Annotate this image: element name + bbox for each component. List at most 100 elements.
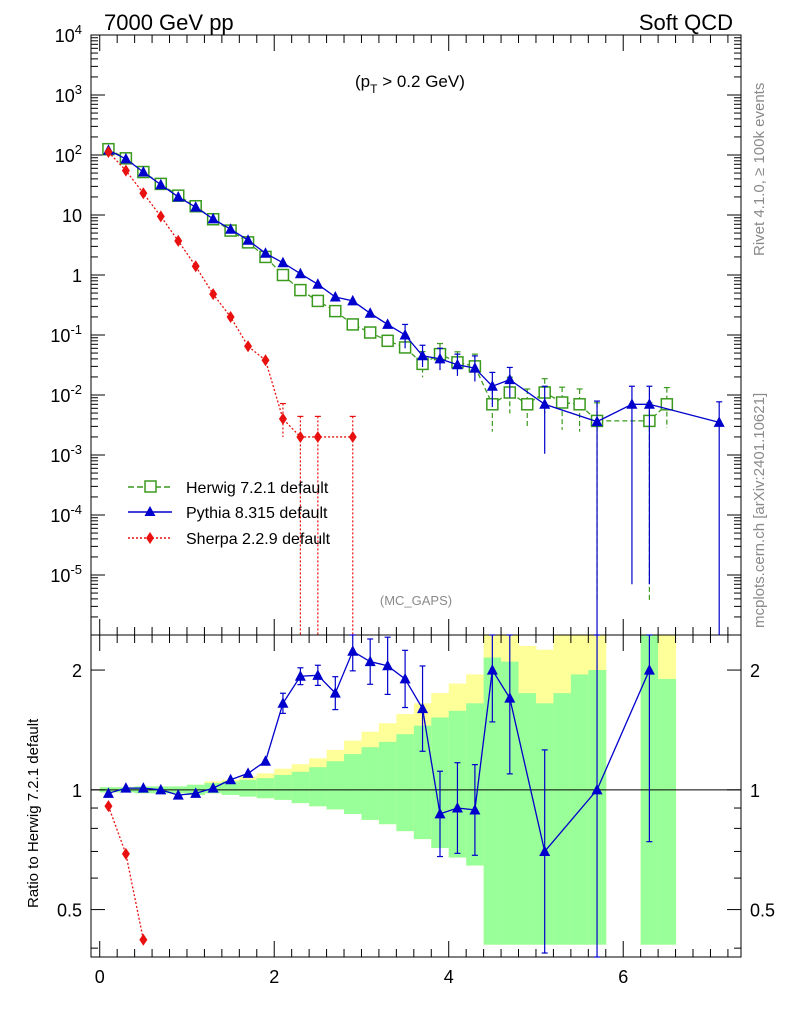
series-line-herwig — [108, 148, 668, 422]
ratio-ytick-label-right: 1 — [750, 781, 760, 801]
data-point-pythia — [643, 398, 655, 409]
data-point-herwig — [311, 294, 325, 308]
data-point-pythia — [120, 152, 132, 164]
ratio-point-pythia — [504, 692, 516, 703]
ratio-point-pythia — [294, 670, 306, 681]
main-ytick-label: 102 — [55, 142, 82, 166]
data-point-pythia — [504, 373, 516, 385]
data-point-herwig — [363, 326, 377, 339]
band-inner-9 — [256, 778, 275, 799]
legend-pythia-label: Pythia 8.315 default — [186, 505, 328, 522]
cut-label-pre: (p — [355, 72, 370, 91]
legend-herwig-label: Herwig 7.2.1 default — [186, 480, 329, 497]
data-point-pythia — [277, 256, 289, 268]
data-point-pythia — [486, 380, 498, 391]
data-point-pythia — [417, 349, 429, 361]
ratio-xtick-label: 0 — [95, 967, 105, 987]
band-inner-30 — [658, 678, 677, 945]
main-frame: 10-5 10-4 10-3 10-2 10-1 1 10 102 103 104 — [50, 22, 742, 636]
data-point-pythia — [137, 166, 149, 177]
data-point-sherpa — [278, 412, 287, 425]
main-ytick-label: 10-5 — [50, 562, 82, 586]
ratio-point-pythia — [225, 773, 237, 785]
band-inner-23 — [501, 661, 520, 945]
header-right: Soft QCD — [639, 10, 733, 35]
main-ytick-label: 10-2 — [50, 382, 82, 406]
band-inner-8 — [239, 779, 258, 797]
ratio-point-pythia — [120, 782, 132, 793]
main-ytick-label: 10-3 — [50, 442, 82, 466]
band-inner-15 — [361, 747, 380, 820]
uncertainty-bands — [0, 635, 786, 1024]
series-line-pythia — [108, 149, 720, 423]
series-sherpa — [104, 146, 357, 635]
main-ytick-label: 1 — [72, 266, 82, 286]
data-point-pythia — [539, 398, 551, 409]
legend-sherpa-label: Sherpa 2.2.9 default — [186, 531, 331, 548]
band-inner-22 — [483, 657, 502, 945]
data-point-herwig — [329, 304, 342, 318]
series-pythia — [102, 144, 725, 635]
data-point-sherpa — [261, 354, 270, 367]
data-point-sherpa — [296, 430, 305, 443]
data-point-pythia — [364, 307, 376, 318]
data-point-pythia — [347, 294, 359, 306]
side-label-rivet: Rivet 4.1.0, ≥ 100k events — [751, 83, 768, 256]
ratio-ytick-label-left: 2 — [72, 661, 82, 681]
ratio-point-pythia — [155, 783, 167, 795]
data-point-sherpa — [156, 210, 165, 223]
data-point-herwig — [520, 398, 534, 411]
legend-pythia-marker — [144, 506, 156, 516]
ratio-line-sherpa — [107, 805, 144, 940]
data-point-herwig — [276, 268, 290, 282]
band-inner-18 — [413, 725, 432, 840]
band-inner-26 — [553, 693, 572, 945]
ratio-point-pythia — [137, 782, 149, 793]
data-point-herwig — [381, 334, 394, 348]
data-point-herwig — [555, 396, 569, 409]
band-inner-16 — [378, 741, 397, 825]
data-point-pythia — [242, 234, 254, 245]
legend-sherpa-marker — [146, 532, 154, 544]
data-point-pythia — [591, 415, 603, 427]
main-ytick-label: 10-1 — [50, 322, 82, 346]
series-line-sherpa — [107, 151, 353, 438]
cut-label-sub: T — [370, 82, 378, 96]
ratio-point-pythia — [242, 767, 254, 778]
data-point-herwig — [660, 398, 674, 411]
data-point-herwig — [294, 283, 307, 297]
data-point-sherpa — [209, 288, 218, 301]
ratio-point-pythia — [486, 664, 498, 675]
ratio-point-pythia — [207, 782, 219, 793]
header-left: 7000 GeV pp — [104, 10, 234, 35]
band-inner-24 — [518, 693, 537, 945]
data-point-pythia — [294, 267, 306, 279]
cut-label: (pT > 0.2 GeV) — [355, 72, 465, 96]
ratio-point-pythia — [469, 803, 481, 815]
legend-herwig-marker — [144, 480, 157, 493]
data-point-sherpa — [226, 310, 235, 323]
ratio-point-pythia — [434, 807, 446, 819]
data-point-sherpa — [348, 430, 357, 443]
data-point-pythia — [329, 290, 341, 302]
ratio-point-pythia — [417, 702, 429, 714]
data-point-sherpa — [139, 187, 148, 200]
data-point-pythia — [259, 247, 271, 258]
ratio-point-pythia — [451, 802, 463, 813]
data-point-sherpa — [244, 340, 253, 353]
ratio-series-pythia — [102, 634, 655, 958]
ratio-point-pythia — [259, 755, 271, 766]
ratio-point-sherpa — [139, 933, 148, 946]
data-point-pythia — [382, 318, 394, 329]
data-point-pythia — [713, 416, 725, 427]
ratio-point-sherpa — [104, 800, 113, 813]
data-point-pythia — [172, 190, 184, 202]
data-point-pythia — [399, 329, 411, 340]
ratio-point-pythia — [347, 645, 359, 656]
ratio-frame: 0 2 4 6 0.5 0.5 1 1 2 2 — [57, 634, 775, 987]
ratio-point-sherpa — [121, 847, 130, 860]
data-point-sherpa — [104, 146, 113, 159]
data-point-pythia — [451, 358, 463, 370]
ratio-series-sherpa — [104, 800, 148, 946]
band-inner-11 — [291, 771, 310, 804]
